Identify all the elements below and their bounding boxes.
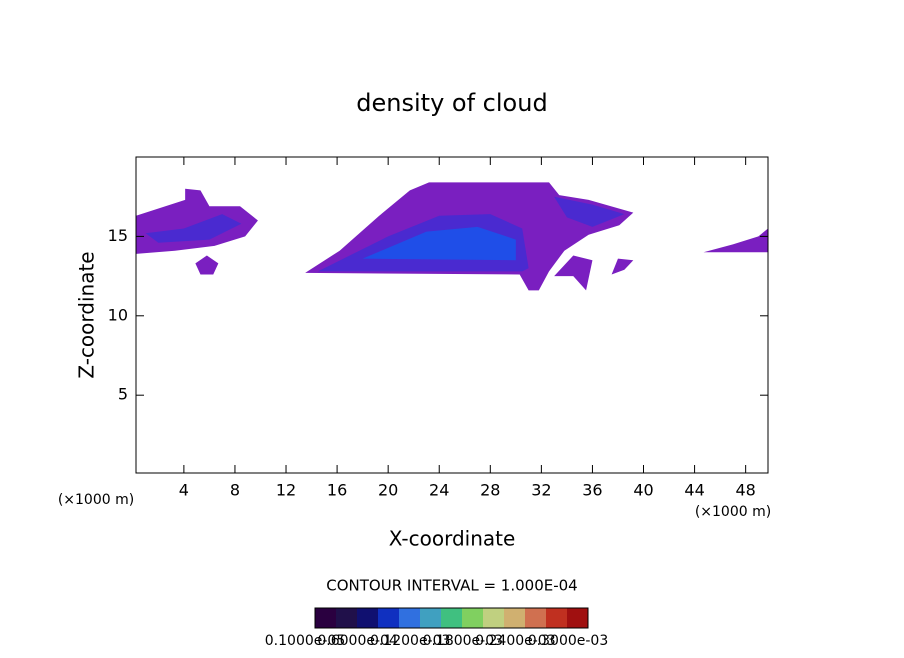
- x-tick-label: 28: [480, 481, 500, 500]
- colorbar-swatch: [483, 608, 505, 628]
- contour-region: [145, 214, 242, 243]
- contour-region: [195, 255, 219, 275]
- y-tick-label: 10: [108, 305, 128, 324]
- colorbar-label: 0.1000e-05: [265, 633, 345, 649]
- colorbar-swatch: [357, 608, 379, 628]
- colorbar-swatch: [315, 608, 337, 628]
- y-tick-label: 15: [108, 226, 128, 245]
- colorbar-label: 0.3000e-03: [528, 633, 608, 649]
- colorbar-swatch: [504, 608, 526, 628]
- chart-title: density of cloud: [356, 89, 547, 117]
- x-axis-label: X-coordinate: [389, 527, 516, 551]
- colorbar-label: 0.2400e-03: [475, 633, 555, 649]
- y-tick-label: 5: [118, 385, 128, 404]
- colorbar-label: 0.1200e-03: [370, 633, 450, 649]
- plot-frame: [135, 156, 769, 474]
- x-tick-label: 48: [735, 481, 755, 500]
- colorbar-swatch: [441, 608, 463, 628]
- x-tick-label: 36: [582, 481, 602, 500]
- colorbar-swatch: [567, 608, 589, 628]
- colorbar-swatch: [546, 608, 568, 628]
- x-tick-label: 32: [531, 481, 551, 500]
- x-tick-label: 44: [684, 481, 704, 500]
- colorbar-swatch: [525, 608, 547, 628]
- colorbar-label: 0.6000e-04: [317, 633, 398, 649]
- colorbar-swatch: [462, 608, 484, 628]
- x-tick-label: 40: [633, 481, 653, 500]
- x-tick-label: 12: [276, 481, 296, 500]
- x-unit: (×1000 m): [695, 504, 771, 520]
- colorbar-swatch: [378, 608, 400, 628]
- colorbar-swatch: [336, 608, 358, 628]
- contour-field: [136, 182, 768, 291]
- x-tick-label: 16: [327, 481, 347, 500]
- contour-region: [136, 188, 258, 254]
- x-tick-label: 24: [429, 481, 449, 500]
- colorbar-frame: [314, 607, 589, 629]
- colorbar-swatch: [420, 608, 442, 628]
- y-axis-label: Z-coordinate: [75, 251, 99, 378]
- contour-region: [362, 226, 516, 261]
- colorbar-label: 0.1800e-03: [423, 633, 503, 649]
- x-tick-label: 4: [179, 481, 189, 500]
- x-tick-label: 20: [378, 481, 398, 500]
- contour-region: [554, 196, 625, 227]
- contour-region: [554, 255, 593, 291]
- x-unit: (×1000 m): [58, 492, 134, 508]
- x-tick-label: 8: [230, 481, 240, 500]
- contour-interval: CONTOUR INTERVAL = 1.000E-04: [326, 577, 577, 595]
- colorbar-swatch: [399, 608, 421, 628]
- contour-region: [703, 228, 768, 253]
- contour-region: [611, 258, 634, 275]
